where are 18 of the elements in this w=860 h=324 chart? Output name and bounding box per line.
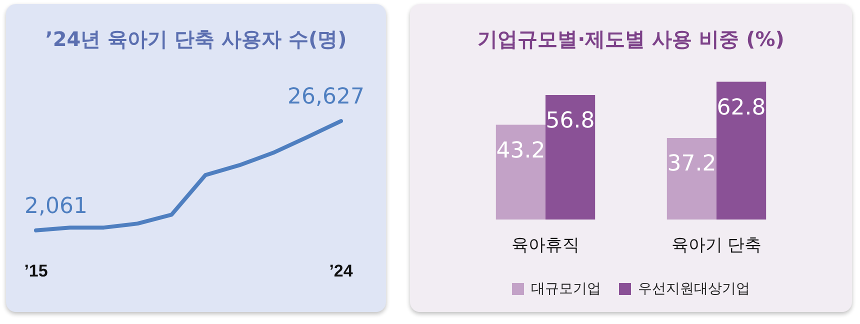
data-label: 2,061	[24, 194, 88, 220]
bar	[666, 138, 716, 220]
chart-title: 기업규모별·제도별 사용 비중 (%)	[476, 26, 786, 53]
bar	[546, 94, 596, 220]
x-tick-label: 육아휴직	[512, 235, 580, 254]
chart-title: ’24년 육아기 단축 사용자 수(명)	[44, 26, 348, 53]
data-label: 26,627	[288, 84, 364, 110]
data-label: 43.2	[496, 138, 546, 164]
bar	[716, 82, 766, 220]
x-tick-label: ’15	[24, 261, 48, 280]
x-tick-label: 육아기 단축	[672, 235, 762, 254]
data-label: 37.2	[667, 152, 716, 177]
bar	[496, 124, 546, 220]
legend-label: 우선지원대상기업	[638, 280, 750, 296]
legend-label: 대규모기업	[531, 280, 601, 296]
data-label: 56.8	[546, 108, 595, 134]
data-label: 62.8	[716, 96, 766, 121]
x-tick-label: ’24	[329, 261, 354, 280]
